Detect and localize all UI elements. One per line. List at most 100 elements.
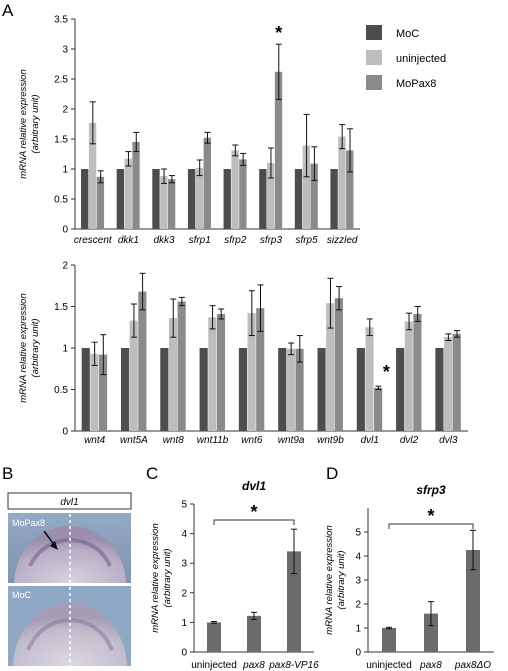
chart-a-xlabel-sizzled: sizzled [327,235,358,246]
chart-a-bar-sfrp1-1 [195,167,204,229]
chart-c-ylabel-line1: mRNA relative expression [150,523,161,632]
chart-a2-bar-wnt6-0 [238,348,248,431]
chart-a-bar-dkk1-1 [124,158,132,229]
chart-a2-xlabel-wnt9b: wnt9b [317,435,344,446]
chart-d-bar-1 [424,613,438,652]
panel-label-a: A [2,1,14,20]
chart-d-ytick-label-3: 3 [355,576,361,587]
chart-a2-bar-wnt4-1 [90,353,99,431]
chart-a-bar-dkk1-2 [132,142,140,229]
chart-a-bar-sfrp3-0 [259,169,267,229]
chart-a2-ytick-label-1: 0.5 [54,385,68,396]
chart-a2-ytick-label-2: 1 [62,344,68,355]
chart-a-bar-sfrp5-2 [310,163,318,229]
chart-a2-ytick-label-3: 1.5 [54,302,68,313]
chart-a2-bar-dvl1-2 [374,387,383,431]
chart-d-ylabel: mRNA relative expression (arbitrary unit) [324,525,347,634]
chart-a2-xlabel-dvl3: dvl3 [439,435,458,446]
chart-c-ylabel: mRNA relative expression (arbitrary unit) [150,523,173,632]
chart-d-bar-2 [466,550,480,652]
embryo-label-moc: MoC [12,590,32,600]
chart-a-xlabel-sfrp1: sfrp1 [189,235,211,246]
chart-a-bar-sfrp5-0 [294,169,303,229]
chart-a-xlabel-sfrp3: sfrp3 [260,235,283,246]
chart-a2-bar-wnt11b-1 [208,317,217,431]
chart-a-bar-sfrp2-2 [239,159,247,229]
chart-a-ytick-label-5: 2.5 [54,75,68,86]
chart-a2-bar-dvl2-1 [404,321,413,431]
chart-a-top: 0 0.5 1 1.5 2 2.5 3 3.5 mRNA relative expression… [18,15,360,246]
chart-a-bottom: 0 0.5 1 1.5 2 mRNA relative expression (arbitr… [18,261,468,446]
chart-a-ytick-label-6: 3 [62,45,68,56]
panel-label-b: B [2,464,13,483]
chart-a2-bar-wnt4-2 [98,354,108,431]
chart-a2-xlabel-dvl2: dvl2 [400,435,419,446]
panel-label-c: C [146,464,158,483]
chart-a2-bar-wnt6-2 [256,308,265,431]
chart-c-ytick-label-5: 5 [181,500,187,511]
embryo-shape-moc [13,603,127,666]
chart-a-ytick-label-4: 2 [62,105,68,116]
chart-d-ytick-label-1: 1 [355,624,361,635]
chart-a2-bar-wnt5A-2 [138,291,147,431]
chart-a2-bar-wnt9a-2 [295,348,304,431]
chart-c-ytick-label-0: 0 [181,648,187,659]
chart-c-bracket-0 [213,519,295,525]
chart-a-bar-crescent-0 [81,169,89,229]
chart-a-xlabel-dkk1: dkk1 [118,235,139,246]
chart-a-bar-sizzled-2 [346,150,354,229]
chart-a2-bar-wnt9b-2 [334,298,343,431]
embryo-label-mopax8: MoPax8 [12,518,45,528]
chart-c-ytick-label-3: 3 [181,559,187,570]
chart-a2-ytick-label-0: 0 [62,427,68,438]
chart-a2-ylabel: mRNA relative expression (arbitrary unit) [18,293,41,402]
chart-d-ylabel-line2: (arbitrary unit) [336,550,347,609]
chart-a2-bar-dvl2-0 [396,348,405,431]
chart-a-bar-sfrp1-2 [203,137,211,229]
chart-a-bar-sfrp5-1 [302,145,310,229]
chart-a2-ylabel-line2: (arbitrary unit) [30,318,41,377]
chart-a2-bar-dvl3-0 [435,348,444,431]
chart-c-title: dvl1 [242,479,266,493]
chart-a2-bar-wnt4-0 [81,348,90,431]
chart-d-title: sfrp3 [416,483,446,497]
chart-a-bar-dkk3-2 [167,179,176,229]
chart-c-xlabel-0: uninjected [191,660,237,671]
chart-a-ylabel: mRNA relative expression (arbitrary unit) [18,69,41,178]
chart-a2-bar-wnt11b-2 [216,313,226,431]
chart-d-xlabel-2: pax8ΔO [454,660,491,671]
chart-a2-bar-wnt9b-0 [317,348,326,431]
legend-swatch-0 [366,25,382,40]
chart-a2-xlabel-wnt11b: wnt11b [197,435,229,446]
chart-a2-bar-wnt11b-0 [199,348,208,431]
chart-a2-bar-wnt5A-1 [129,320,138,431]
chart-a2-annotation-0: * [383,362,390,382]
chart-a2-bar-wnt9a-0 [278,348,287,431]
chart-c-ytick-label-2: 2 [181,588,187,599]
chart-a-bar-sfrp3-2 [274,71,283,229]
chart-a2-ylabel-line1: mRNA relative expression [18,293,29,402]
chart-c-xlabel-1: pax8 [242,660,265,671]
chart-a2-xlabel-wnt6: wnt6 [241,435,263,446]
chart-d-ytick-label-5: 5 [355,528,361,539]
chart-a2-xlabel-wnt8: wnt8 [163,435,185,446]
arrowhead-icon [50,541,58,550]
chart-a-bar-dkk3-1 [160,176,168,229]
chart-a-bar-dkk3-0 [152,169,160,229]
chart-a-ylabel-line1: mRNA relative expression [18,69,29,178]
chart-a-bar-crescent-1 [88,122,97,229]
chart-a-bar-sfrp3-1 [267,163,275,229]
chart-a-ytick-label-0: 0 [62,225,68,236]
panel-b-title-box [7,492,132,510]
legend-label-0: MoC [396,28,419,40]
chart-a-bar-sfrp2-0 [223,169,231,229]
chart-a2-bar-dvl1-0 [356,348,365,431]
chart-a2-bar-dvl3-2 [452,333,461,431]
chart-a2-bar-wnt6-1 [247,313,256,431]
chart-d-xlabel-0: uninjected [366,660,412,671]
chart-c-ytick-label-4: 4 [181,529,187,540]
chart-a2-bar-wnt8-0 [160,348,169,431]
chart-a2-ytick-label-4: 2 [62,261,68,272]
chart-d-annotation-0: * [427,506,434,526]
chart-a2-bar-dvl1-1 [365,327,374,431]
